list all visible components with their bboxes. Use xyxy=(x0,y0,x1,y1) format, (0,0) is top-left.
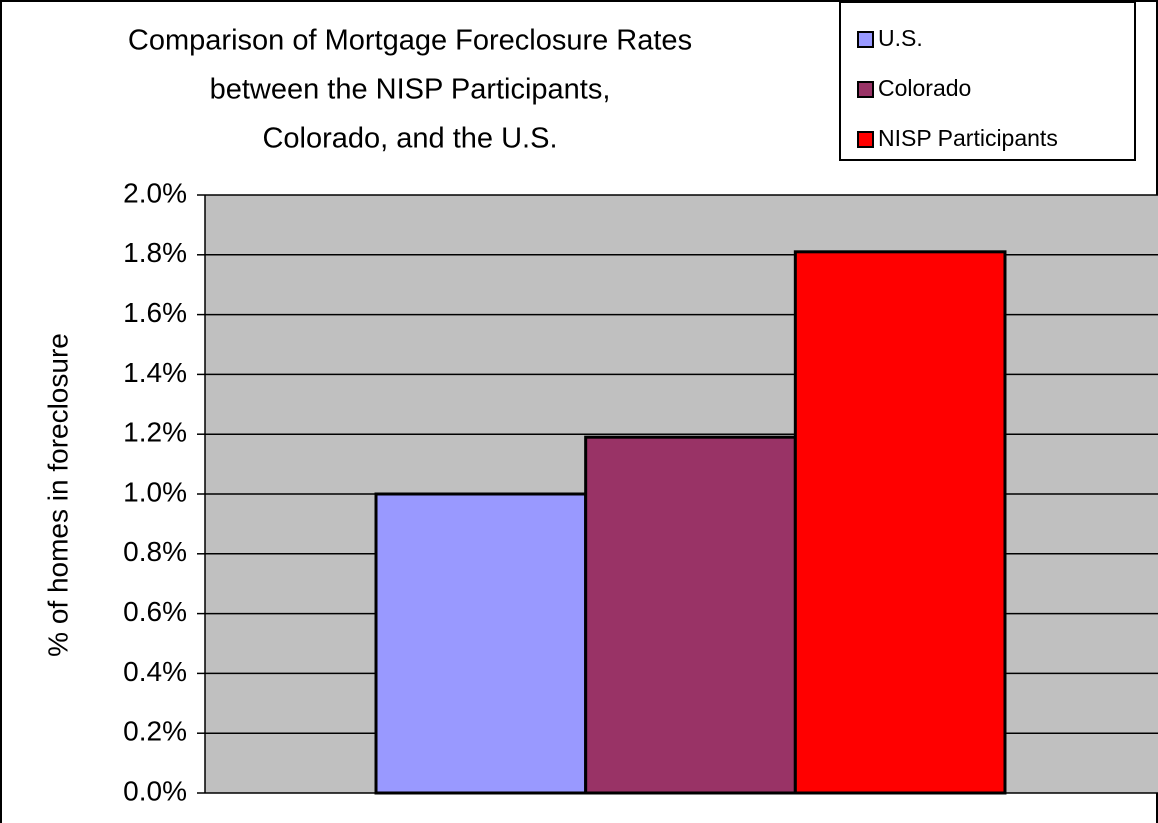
y-tick-label: 0.2% xyxy=(123,716,187,747)
y-tick-label: 1.6% xyxy=(123,297,187,328)
legend-label: Colorado xyxy=(878,75,971,101)
y-tick-label: 0.8% xyxy=(123,536,187,567)
y-tick-label: 0.4% xyxy=(123,656,187,687)
y-tick-label: 0.0% xyxy=(123,775,187,806)
chart-title: Comparison of Mortgage Foreclosure Rates xyxy=(128,25,692,57)
legend-label: NISP Participants xyxy=(878,125,1058,151)
y-tick-label: 1.0% xyxy=(123,476,187,507)
legend-box xyxy=(839,1,1136,161)
y-axis-label: % of homes in foreclosure xyxy=(42,333,73,657)
legend-swatch xyxy=(857,81,874,98)
y-tick-label: 1.8% xyxy=(123,237,187,268)
chart-title: between the NISP Participants, xyxy=(210,74,611,106)
legend-swatch xyxy=(857,131,874,148)
y-tick-label: 1.4% xyxy=(123,357,187,388)
bar xyxy=(584,435,797,795)
y-tick-label: 2.0% xyxy=(123,177,187,208)
legend-swatch xyxy=(857,31,874,48)
bar xyxy=(374,492,588,795)
bar xyxy=(793,250,1007,795)
y-tick-label: 1.2% xyxy=(123,417,187,448)
y-tick-label: 0.6% xyxy=(123,596,187,627)
legend-label: U.S. xyxy=(878,25,923,51)
chart-title: Colorado, and the U.S. xyxy=(262,123,557,155)
